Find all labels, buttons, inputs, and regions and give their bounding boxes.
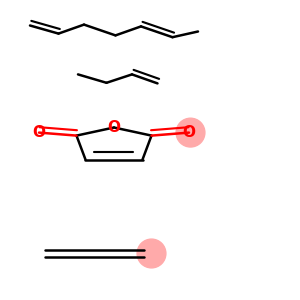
Circle shape: [176, 118, 205, 147]
Text: O: O: [107, 120, 121, 135]
Text: O: O: [32, 125, 46, 140]
Circle shape: [137, 239, 166, 268]
Text: O: O: [182, 125, 196, 140]
